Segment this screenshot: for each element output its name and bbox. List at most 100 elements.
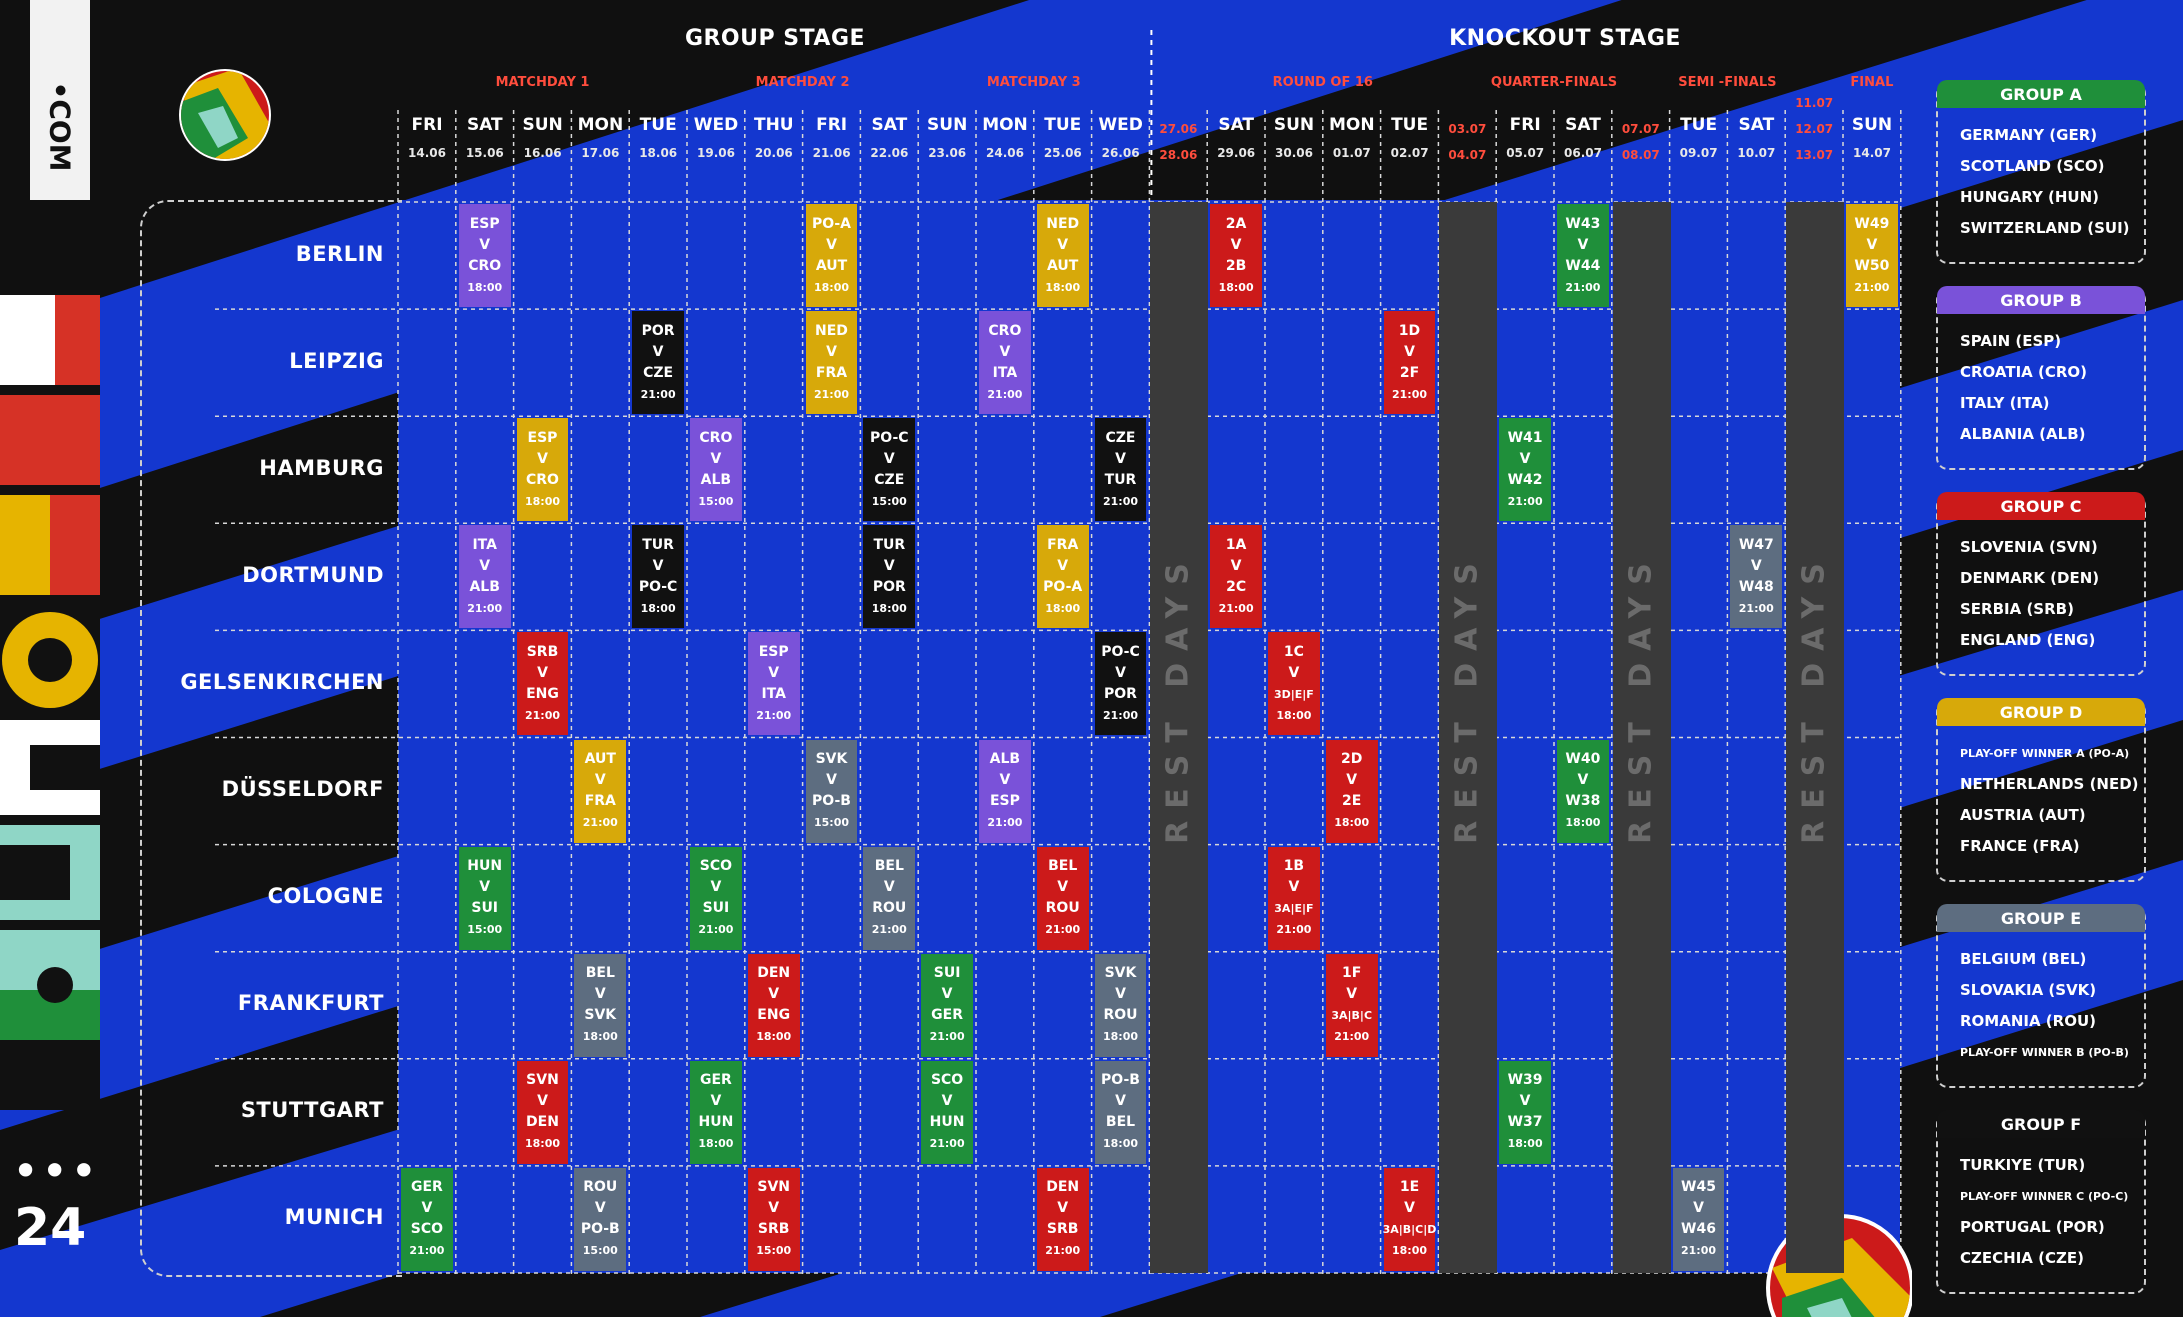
match-card[interactable]: 1B V 3A|E|F 21:00	[1268, 846, 1320, 950]
match-card[interactable]: W49 V W50 21:00	[1846, 204, 1898, 308]
kickoff-time: 18:00	[1507, 1137, 1543, 1151]
match-card[interactable]: GER V HUN 18:00	[690, 1060, 742, 1164]
kickoff-time: 15:00	[756, 1244, 792, 1258]
match-card[interactable]: CRO V ITA 21:00	[979, 311, 1031, 415]
match-card[interactable]: DEN V SRB 21:00	[1036, 1167, 1089, 1271]
team-b: SRB	[757, 1221, 790, 1238]
match-card[interactable]: W40 V W38 18:00	[1557, 739, 1609, 843]
date-label: 25.06	[1043, 146, 1082, 160]
match-card[interactable]: FRA V PO-A 18:00	[1036, 525, 1089, 629]
match-card[interactable]: SCO V SUI 21:00	[690, 846, 742, 950]
match-card[interactable]: 1A V 2C 21:00	[1210, 525, 1262, 629]
match-card[interactable]: PO-A V AUT 18:00	[805, 204, 858, 308]
city-label: DORTMUND	[242, 562, 384, 587]
match-card[interactable]: W39 V W37 18:00	[1499, 1060, 1551, 1164]
team-a: W41	[1507, 429, 1543, 446]
match-card[interactable]: W41 V W42 21:00	[1499, 418, 1551, 522]
rest-date: 03.07	[1448, 122, 1487, 136]
match-card[interactable]: SVK V ROU 18:00	[1094, 953, 1147, 1057]
kickoff-time: 21:00	[929, 1137, 965, 1151]
match-card[interactable]: 1F V 3A|B|C 21:00	[1325, 953, 1378, 1057]
match-card[interactable]: SVN V SRB 15:00	[747, 1167, 800, 1271]
versus: V	[1230, 557, 1242, 574]
group-team: FRANCE (FRA)	[1960, 837, 2080, 855]
team-b: W50	[1854, 257, 1890, 274]
match-card[interactable]: BEL V ROU 21:00	[1036, 846, 1089, 950]
brand-logo-text: •COM	[43, 81, 77, 172]
match-card[interactable]: W43 V W44 21:00	[1557, 204, 1609, 308]
group-team: ROMANIA (ROU)	[1960, 1012, 2096, 1030]
match-card[interactable]: 1E V 3A|B|C|D 18:00	[1383, 1167, 1436, 1271]
team-b: SUI	[702, 900, 730, 917]
team-b: AUT	[1047, 257, 1079, 274]
team-a: NED	[815, 322, 848, 339]
match-card[interactable]: SVK V PO-B 15:00	[805, 739, 858, 843]
city-label: GELSENKIRCHEN	[180, 669, 384, 694]
match-card[interactable]: W47 V W48 21:00	[1730, 525, 1783, 629]
phase-label: SEMI -FINALS	[1678, 75, 1777, 90]
team-b: FRA	[584, 793, 616, 810]
kickoff-time: 18:00	[1102, 1030, 1138, 1044]
match-card[interactable]: GER V SCO 21:00	[401, 1167, 453, 1271]
match-card[interactable]: HUN V SUI 15:00	[458, 846, 511, 950]
group-team: SERBIA (SRB)	[1960, 600, 2074, 618]
match-card[interactable]: PO-C V CZE 15:00	[863, 418, 916, 522]
team-a: SCO	[930, 1072, 964, 1089]
kickoff-time: 18:00	[524, 494, 560, 508]
match-card[interactable]: CRO V ALB 15:00	[690, 418, 742, 522]
kickoff-time: 21:00	[1276, 923, 1312, 937]
group-header: GROUP E	[1937, 904, 2145, 932]
match-card[interactable]: AUT V FRA 21:00	[574, 739, 627, 843]
match-card[interactable]: 1C V 3D|E|F 18:00	[1268, 632, 1320, 736]
match-card[interactable]: SUI V GER 21:00	[921, 953, 973, 1057]
match-card[interactable]: CZE V TUR 21:00	[1094, 418, 1147, 522]
match-card[interactable]: NED V FRA 21:00	[805, 311, 858, 415]
kickoff-time: 18:00	[1334, 816, 1370, 830]
versus: V	[710, 1093, 722, 1110]
match-card[interactable]: PO-C V POR 21:00	[1094, 632, 1147, 736]
match-card[interactable]: NED V AUT 18:00	[1036, 204, 1089, 308]
kickoff-time: 18:00	[582, 1030, 618, 1044]
versus: V	[1346, 772, 1358, 789]
match-card[interactable]: ESP V ITA 21:00	[747, 632, 800, 736]
versus: V	[768, 986, 780, 1003]
team-a: ROU	[583, 1179, 618, 1196]
match-card[interactable]: SVN V DEN 18:00	[516, 1060, 569, 1164]
match-card[interactable]: ESP V CRO 18:00	[516, 418, 569, 522]
match-card[interactable]: BEL V ROU 21:00	[863, 846, 916, 950]
match-card[interactable]: TUR V POR 18:00	[863, 525, 916, 629]
match-card[interactable]: PO-B V BEL 18:00	[1094, 1060, 1147, 1164]
match-card[interactable]: TUR V PO-C 18:00	[632, 525, 684, 629]
match-card[interactable]: W45 V W46 21:00	[1672, 1167, 1725, 1271]
rest-days-label: REST DAYS	[1623, 551, 1659, 844]
date-label: 09.07	[1679, 146, 1718, 160]
match-card[interactable]: ITA V ALB 21:00	[458, 525, 511, 629]
team-b: 2E	[1342, 793, 1362, 810]
match-card[interactable]: SRB V ENG 21:00	[516, 632, 569, 736]
team-b: SUI	[471, 900, 499, 917]
day-of-week: SUN	[1273, 115, 1315, 135]
phase-label: ROUND OF 16	[1272, 75, 1373, 90]
match-card[interactable]: ROU V PO-B 15:00	[574, 1167, 627, 1271]
match-card[interactable]: 1D V 2F 21:00	[1383, 311, 1436, 415]
match-card[interactable]: BEL V SVK 18:00	[574, 953, 627, 1057]
match-card[interactable]: SCO V HUN 21:00	[921, 1060, 973, 1164]
day-of-week: SUN	[927, 115, 968, 135]
kickoff-time: 21:00	[467, 601, 503, 615]
match-card[interactable]: ALB V ESP 21:00	[979, 739, 1031, 843]
rest-date: 07.07	[1621, 122, 1660, 136]
group-team: SLOVAKIA (SVK)	[1960, 981, 2097, 999]
kickoff-time: 18:00	[813, 280, 849, 294]
date-label: 21.06	[812, 146, 851, 160]
team-b: PO-B	[812, 793, 851, 810]
team-b: FRA	[815, 364, 848, 381]
day-of-week: TUE	[639, 115, 677, 135]
versus: V	[710, 879, 722, 896]
match-card[interactable]: 2D V 2E 18:00	[1325, 739, 1378, 843]
team-a: SVN	[757, 1179, 791, 1196]
phase-label: FINAL	[1850, 75, 1894, 90]
match-card[interactable]: POR V CZE 21:00	[632, 311, 684, 415]
match-card[interactable]: ESP V CRO 18:00	[458, 204, 511, 308]
match-card[interactable]: DEN V ENG 18:00	[747, 953, 800, 1057]
match-card[interactable]: 2A V 2B 18:00	[1210, 204, 1262, 308]
